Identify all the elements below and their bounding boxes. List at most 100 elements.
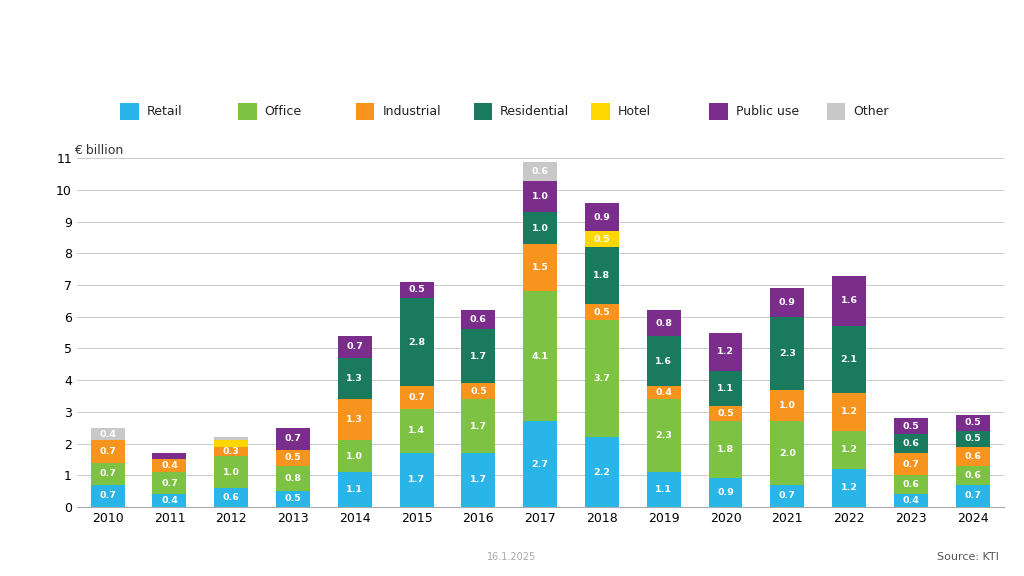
Bar	[20, 2, 36, 14]
Text: 2.3: 2.3	[655, 431, 672, 440]
Text: 0.7: 0.7	[902, 460, 920, 469]
Bar	[955, 465, 989, 485]
Bar	[214, 488, 248, 507]
Text: 1.2: 1.2	[717, 347, 734, 356]
Bar	[399, 298, 433, 386]
Bar	[647, 399, 681, 472]
Text: 1.3: 1.3	[346, 415, 364, 425]
Bar	[647, 336, 681, 386]
Bar	[833, 393, 866, 431]
Text: 0.6: 0.6	[965, 471, 981, 480]
Text: 0.8: 0.8	[655, 319, 672, 328]
Text: Industrial: Industrial	[383, 105, 441, 118]
Text: KTI: KTI	[33, 66, 58, 80]
Text: 0.5: 0.5	[717, 409, 734, 418]
Bar	[833, 326, 866, 393]
Bar	[399, 386, 433, 409]
Bar	[63, 33, 78, 44]
Bar	[473, 103, 493, 120]
Bar	[214, 440, 248, 447]
Text: 0.5: 0.5	[594, 234, 610, 244]
Text: 0.7: 0.7	[161, 479, 178, 488]
Bar	[63, 17, 78, 29]
Text: 2.8: 2.8	[408, 338, 425, 347]
Bar	[462, 310, 496, 329]
Text: 0.4: 0.4	[161, 496, 178, 505]
Bar	[585, 203, 618, 232]
Text: 2.1: 2.1	[841, 355, 857, 364]
Bar	[120, 103, 138, 120]
Bar	[585, 304, 618, 320]
Text: Source: KTI: Source: KTI	[937, 552, 998, 562]
Text: Residential: Residential	[501, 105, 569, 118]
Text: 0.6: 0.6	[223, 493, 240, 502]
Bar	[709, 103, 727, 120]
Text: 0.5: 0.5	[285, 494, 301, 503]
Bar	[63, 48, 78, 59]
Text: 0.4: 0.4	[99, 430, 116, 438]
Bar	[955, 415, 989, 431]
Text: 0.9: 0.9	[717, 488, 734, 497]
Text: 0.4: 0.4	[161, 461, 178, 470]
Bar	[42, 2, 57, 14]
Bar	[338, 358, 372, 399]
Text: 1.2: 1.2	[841, 445, 857, 454]
Bar	[214, 456, 248, 488]
Text: 1.0: 1.0	[779, 401, 796, 410]
Text: Retail: Retail	[147, 105, 182, 118]
Text: 0.7: 0.7	[99, 447, 116, 456]
Text: 1.7: 1.7	[409, 475, 425, 484]
Bar	[585, 320, 618, 437]
Text: 1.7: 1.7	[470, 352, 486, 361]
Text: 0.3: 0.3	[223, 447, 240, 456]
Bar	[709, 333, 742, 371]
Bar	[42, 48, 57, 59]
Text: 16.1.2025: 16.1.2025	[487, 552, 537, 562]
Bar	[338, 399, 372, 440]
Text: 1.6: 1.6	[655, 357, 672, 366]
Bar	[523, 422, 557, 507]
Bar	[833, 431, 866, 469]
Bar	[647, 386, 681, 399]
Bar	[647, 310, 681, 336]
Bar	[462, 329, 496, 384]
Bar	[338, 472, 372, 507]
Text: 1.3: 1.3	[346, 374, 364, 383]
Bar	[770, 389, 804, 422]
Bar	[356, 103, 375, 120]
Text: 1.6: 1.6	[841, 297, 857, 305]
Text: 1.8: 1.8	[717, 445, 734, 454]
Text: 0.7: 0.7	[346, 342, 364, 351]
Text: 0.9: 0.9	[594, 213, 610, 222]
Bar	[833, 276, 866, 326]
Text: 0.7: 0.7	[779, 491, 796, 501]
Text: 0.4: 0.4	[655, 388, 672, 397]
Text: 0.5: 0.5	[902, 422, 920, 431]
Bar	[91, 427, 125, 441]
Bar	[276, 450, 310, 465]
Bar	[153, 472, 186, 494]
Bar	[770, 422, 804, 485]
Bar	[647, 472, 681, 507]
Bar	[91, 485, 125, 507]
Bar	[338, 440, 372, 472]
Bar	[399, 453, 433, 507]
Text: 0.5: 0.5	[409, 285, 425, 294]
Bar	[91, 463, 125, 485]
Text: 0.8: 0.8	[285, 474, 301, 483]
Bar	[770, 485, 804, 507]
Text: 0.7: 0.7	[285, 434, 301, 444]
Text: 0.5: 0.5	[285, 453, 301, 463]
Bar	[276, 465, 310, 491]
Bar	[214, 437, 248, 440]
Text: 0.9: 0.9	[779, 298, 796, 307]
Text: € billion: € billion	[74, 144, 123, 157]
Text: 1.7: 1.7	[470, 475, 486, 484]
Bar	[770, 317, 804, 389]
Bar	[153, 494, 186, 507]
Bar	[523, 162, 557, 181]
Bar	[523, 291, 557, 422]
Bar	[20, 33, 36, 44]
Bar	[955, 431, 989, 447]
Text: 0.7: 0.7	[409, 393, 425, 402]
